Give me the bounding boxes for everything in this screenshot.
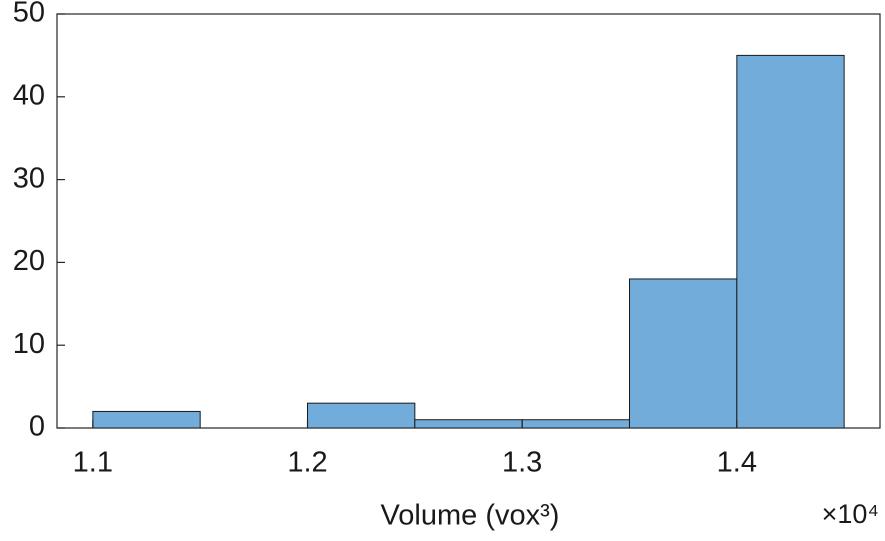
x-tick-label: 1.2 [287,447,327,479]
y-tick-label: 50 [13,0,45,29]
bar [521,419,630,429]
bar [92,410,201,429]
x-exponent-label: ×10⁴ [822,499,879,529]
x-tick-label: 1.4 [717,447,757,479]
x-tick-label: 1.1 [73,447,113,479]
bar [736,54,845,429]
y-tick-label: 20 [13,245,45,277]
bar [307,402,416,429]
x-axis-label: Volume (vox³) [381,500,560,532]
bar [628,278,738,429]
x-tick-label: 1.3 [502,447,542,479]
bar [414,419,523,429]
y-tick-label: 0 [29,411,45,443]
y-tick-label: 10 [13,328,45,360]
y-tick-label: 40 [13,79,45,111]
y-tick-label: 30 [13,162,45,194]
